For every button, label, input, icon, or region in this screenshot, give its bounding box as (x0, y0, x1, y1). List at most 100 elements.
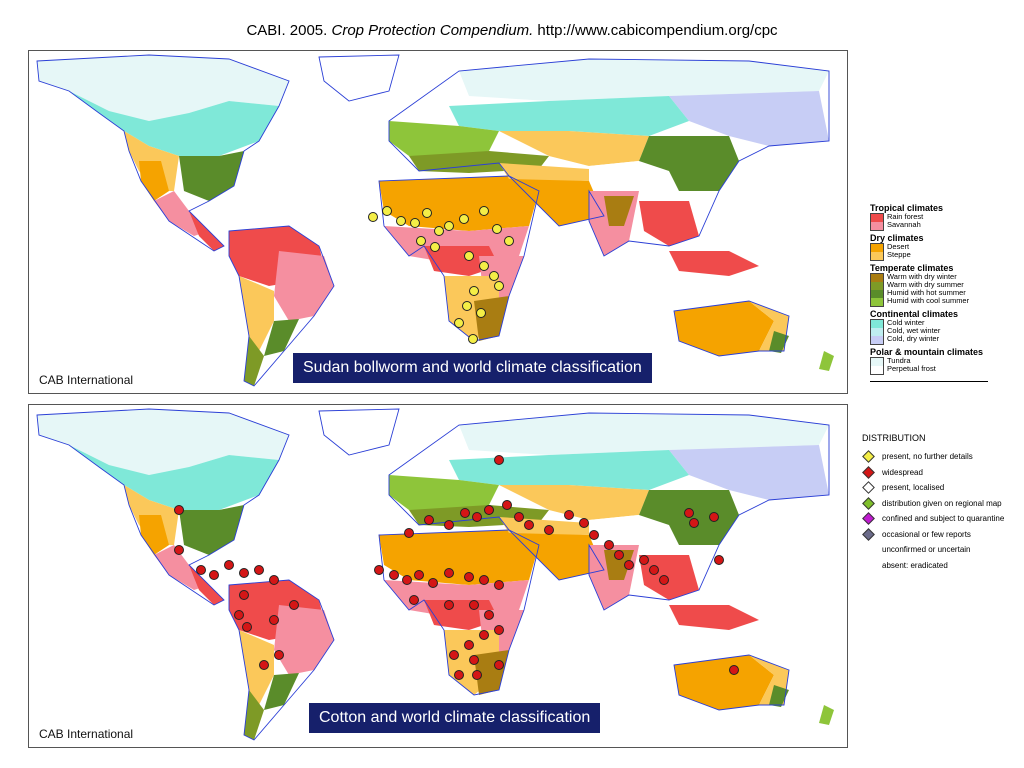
arabia-desert (509, 176, 604, 226)
occurrence-marker (444, 520, 454, 530)
red-diamond-icon (862, 465, 875, 479)
occurrence-marker (494, 455, 504, 465)
occurrence-marker (269, 615, 279, 625)
map-caption: Cotton and world climate classification (309, 703, 601, 733)
central-asia-steppe (499, 131, 649, 166)
north-america-east-humid (179, 151, 244, 201)
central-asia-steppe (499, 485, 649, 520)
legend-swatch (870, 290, 884, 298)
occurrence-marker (434, 226, 444, 236)
legend-group-row: Tundra Perpetual frost (870, 357, 1010, 375)
occurrence-marker (689, 518, 699, 528)
legend-swatch (870, 213, 884, 222)
legend-group-row: Desert Steppe (870, 243, 1010, 261)
north-america-east-humid (179, 505, 244, 555)
distribution-item: occasional or few reports (862, 527, 1022, 543)
occurrence-marker (484, 610, 494, 620)
north-america-cold (69, 445, 279, 510)
occurrence-marker (564, 510, 574, 520)
occurrence-marker (382, 206, 392, 216)
distribution-item-label: occasional or few reports (882, 529, 971, 539)
distribution-item-label: present, no further details (882, 452, 973, 462)
citation-prefix: CABI. 2005. (246, 22, 332, 39)
yellow-diamond-icon (862, 450, 875, 464)
climate-map-cotton: CAB International Cotton and world clima… (28, 404, 848, 748)
occurrence-marker (494, 281, 504, 291)
legend-group-row: Cold winter Cold, wet winter Cold, dry win… (870, 319, 1010, 345)
occurrence-marker (460, 508, 470, 518)
south-america-temperate (264, 319, 299, 356)
india-warm-dry-winter (604, 550, 634, 580)
legend-group-title: Tropical climates (870, 203, 944, 213)
occurrence-marker (274, 650, 284, 660)
distribution-item: confined and subject to quarantine (862, 511, 1022, 527)
middle-east-steppe (499, 163, 589, 181)
distribution-item-label: present, localised (882, 483, 945, 493)
occurrence-marker (209, 570, 219, 580)
climate-map-sudan-bollworm: CAB International Sudan bollworm and wor… (28, 50, 848, 394)
legend-labels: Desert Steppe (887, 243, 911, 259)
legend-labels: Cold winter Cold, wet winter Cold, dry win… (887, 319, 940, 343)
occurrence-marker (624, 560, 634, 570)
north-america-tundra (37, 55, 289, 121)
legend-swatch (870, 319, 884, 328)
occurrence-marker (459, 214, 469, 224)
new-zealand (819, 705, 834, 725)
distribution-title: DISTRIBUTION (862, 433, 926, 443)
legend-group-title: Dry climates (870, 233, 924, 243)
north-america-cold (69, 91, 279, 156)
south-america-temperate (264, 673, 299, 710)
distribution-item-label: confined and subject to quarantine (882, 514, 1005, 524)
distribution-item: unconfirmed or uncertain (862, 542, 1022, 558)
legend-swatch (870, 366, 884, 375)
legend-group-title: Continental climates (870, 309, 959, 319)
citation-title: Crop Protection Compendium. (331, 22, 534, 39)
occurrence-marker (289, 600, 299, 610)
occurrence-marker (589, 530, 599, 540)
eurasia-outline (388, 412, 830, 611)
occurrence-marker (368, 212, 378, 222)
legend-group-title: Temperate climates (870, 263, 954, 273)
occurrence-marker (239, 590, 249, 600)
occurrence-marker (494, 580, 504, 590)
tibet-frost (589, 161, 669, 191)
legend-swatch-stack (870, 213, 884, 231)
occurrence-marker (174, 545, 184, 555)
purple-diamond-icon (862, 512, 875, 526)
occurrence-marker (714, 555, 724, 565)
occurrence-marker (659, 575, 669, 585)
white-diamond-icon (862, 481, 875, 495)
east-asia-humid (639, 136, 739, 191)
occurrence-marker (639, 555, 649, 565)
legend-divider (870, 381, 988, 382)
new-zealand (819, 351, 834, 371)
sahara-desert (379, 176, 539, 231)
legend-item-label: Steppe (887, 250, 911, 259)
australia-humid (769, 331, 789, 353)
legend-swatch-stack (870, 243, 884, 261)
occurrence-marker (464, 640, 474, 650)
occurrence-marker (649, 565, 659, 575)
map-credit: CAB International (39, 727, 134, 741)
occurrence-marker (428, 578, 438, 588)
occurrence-marker (242, 622, 252, 632)
occurrence-marker (709, 512, 719, 522)
occurrence-marker (684, 508, 694, 518)
occurrence-marker (489, 271, 499, 281)
occurrence-marker (479, 261, 489, 271)
legend-group-row: Warm with dry winter Warm with dry summer… (870, 273, 1010, 307)
greenland-outline (318, 408, 400, 456)
occurrence-marker (502, 500, 512, 510)
north-eurasia-cold (449, 96, 689, 136)
eurasia-outline (388, 58, 830, 257)
legend-item-label: Cold winter (887, 318, 925, 327)
distribution-item-label: distribution given on regional map (882, 498, 1002, 508)
legend-item-label: Warm with dry winter (887, 272, 957, 281)
siberia-cold-dry (669, 445, 829, 500)
occurrence-marker (449, 650, 459, 660)
australia-desert (674, 655, 774, 710)
occurrence-marker (504, 236, 514, 246)
australia-outline (673, 654, 790, 711)
map-credit: CAB International (39, 373, 134, 387)
central-america-rainforest (189, 565, 224, 605)
